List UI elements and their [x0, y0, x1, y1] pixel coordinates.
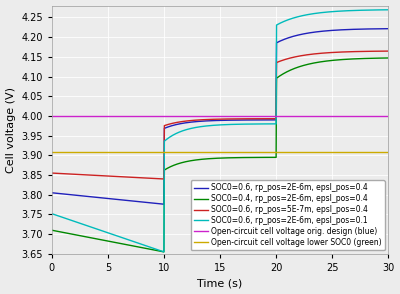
SOC0=0.6, rp_pos=5E-7m, epsl_pos=0.4 [129, 176, 134, 179]
SOC0=0.6, rp_pos=2E-6m, epsl_pos=0.1 [383, 8, 388, 11]
SOC0=0.6, rp_pos=2E-6m, epsl_pos=0.1 [129, 239, 134, 243]
SOC0=0.4, rp_pos=2E-6m, epsl_pos=0.4 [176, 162, 181, 165]
SOC0=0.4, rp_pos=2E-6m, epsl_pos=0.4 [383, 56, 388, 60]
Line: SOC0=0.4, rp_pos=2E-6m, epsl_pos=0.4: SOC0=0.4, rp_pos=2E-6m, epsl_pos=0.4 [52, 58, 388, 252]
SOC0=0.6, rp_pos=2E-6m, epsl_pos=0.4 [386, 27, 391, 31]
SOC0=0.4, rp_pos=2E-6m, epsl_pos=0.4 [131, 244, 136, 248]
SOC0=0.4, rp_pos=2E-6m, epsl_pos=0.4 [49, 228, 54, 232]
SOC0=0.6, rp_pos=5E-7m, epsl_pos=0.4 [49, 171, 54, 175]
SOC0=0.6, rp_pos=5E-7m, epsl_pos=0.4 [176, 120, 181, 124]
SOC0=0.6, rp_pos=5E-7m, epsl_pos=0.4 [383, 49, 388, 53]
Open-circuit cell voltage orig. design (blue) [60, 114, 65, 118]
X-axis label: Time (s): Time (s) [198, 278, 243, 288]
SOC0=0.6, rp_pos=2E-6m, epsl_pos=0.4 [129, 199, 134, 203]
SOC0=0.6, rp_pos=2E-6m, epsl_pos=0.1 [176, 131, 181, 134]
SOC0=0.6, rp_pos=2E-6m, epsl_pos=0.4 [162, 203, 166, 206]
SOC0=0.6, rp_pos=2E-6m, epsl_pos=0.1 [128, 238, 132, 242]
SOC0=0.4, rp_pos=2E-6m, epsl_pos=0.4 [129, 244, 134, 248]
SOC0=0.6, rp_pos=5E-7m, epsl_pos=0.4 [128, 176, 132, 179]
SOC0=0.6, rp_pos=5E-7m, epsl_pos=0.4 [162, 177, 166, 181]
SOC0=0.6, rp_pos=2E-6m, epsl_pos=0.4 [200, 119, 205, 123]
Line: SOC0=0.6, rp_pos=2E-6m, epsl_pos=0.1: SOC0=0.6, rp_pos=2E-6m, epsl_pos=0.1 [52, 10, 388, 252]
SOC0=0.6, rp_pos=2E-6m, epsl_pos=0.1 [200, 125, 205, 128]
SOC0=0.6, rp_pos=2E-6m, epsl_pos=0.4 [383, 27, 388, 31]
SOC0=0.6, rp_pos=2E-6m, epsl_pos=0.1 [386, 8, 391, 11]
Line: SOC0=0.6, rp_pos=2E-6m, epsl_pos=0.4: SOC0=0.6, rp_pos=2E-6m, epsl_pos=0.4 [52, 29, 388, 204]
SOC0=0.6, rp_pos=5E-7m, epsl_pos=0.4 [131, 176, 136, 179]
SOC0=0.6, rp_pos=5E-7m, epsl_pos=0.4 [200, 118, 205, 121]
Legend: SOC0=0.6, rp_pos=2E-6m, epsl_pos=0.4, SOC0=0.4, rp_pos=2E-6m, epsl_pos=0.4, SOC0: SOC0=0.6, rp_pos=2E-6m, epsl_pos=0.4, SO… [191, 181, 384, 250]
SOC0=0.6, rp_pos=2E-6m, epsl_pos=0.4 [49, 191, 54, 195]
SOC0=0.6, rp_pos=2E-6m, epsl_pos=0.4 [176, 122, 181, 126]
SOC0=0.6, rp_pos=2E-6m, epsl_pos=0.1 [131, 240, 136, 243]
SOC0=0.6, rp_pos=5E-7m, epsl_pos=0.4 [386, 49, 391, 53]
Open-circuit cell voltage orig. design (blue) [49, 114, 54, 118]
SOC0=0.6, rp_pos=2E-6m, epsl_pos=0.1 [49, 212, 54, 216]
Open-circuit cell voltage lower SOC0 (green) [60, 151, 65, 154]
Y-axis label: Cell voltage (V): Cell voltage (V) [6, 87, 16, 173]
Open-circuit cell voltage lower SOC0 (green) [49, 151, 54, 154]
SOC0=0.6, rp_pos=2E-6m, epsl_pos=0.4 [131, 199, 136, 203]
SOC0=0.6, rp_pos=2E-6m, epsl_pos=0.4 [128, 199, 132, 203]
SOC0=0.4, rp_pos=2E-6m, epsl_pos=0.4 [128, 243, 132, 247]
SOC0=0.4, rp_pos=2E-6m, epsl_pos=0.4 [162, 250, 166, 254]
Line: SOC0=0.6, rp_pos=5E-7m, epsl_pos=0.4: SOC0=0.6, rp_pos=5E-7m, epsl_pos=0.4 [52, 51, 388, 179]
SOC0=0.6, rp_pos=2E-6m, epsl_pos=0.1 [162, 250, 166, 254]
SOC0=0.4, rp_pos=2E-6m, epsl_pos=0.4 [200, 158, 205, 161]
SOC0=0.4, rp_pos=2E-6m, epsl_pos=0.4 [386, 56, 391, 60]
